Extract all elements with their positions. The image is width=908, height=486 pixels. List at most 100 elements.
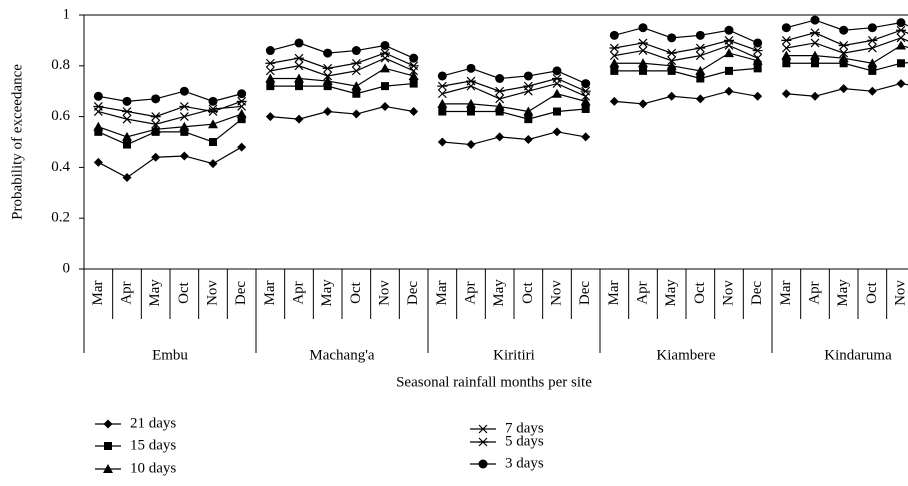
marker: [179, 86, 189, 96]
marker: [103, 419, 113, 429]
x-tick-label: Mar: [262, 281, 278, 306]
x-tick-label: Oct: [864, 281, 880, 303]
x-tick-label: Mar: [778, 281, 794, 306]
series-line: [442, 77, 586, 92]
series-line: [270, 67, 414, 87]
x-tick-label: Apr: [290, 281, 306, 304]
group-label: Kiambere: [656, 347, 715, 363]
marker: [781, 43, 791, 53]
series-line: [442, 93, 586, 113]
marker: [437, 89, 447, 99]
marker: [351, 109, 361, 119]
marker: [208, 107, 218, 116]
marker: [896, 25, 906, 35]
marker: [294, 73, 304, 83]
marker: [696, 74, 705, 83]
y-tick-label: 0.4: [51, 159, 70, 175]
group-label: Kindaruma: [824, 347, 892, 363]
legend-label: 10 days: [130, 460, 176, 476]
x-tick-label: Dec: [749, 281, 765, 305]
series-line: [786, 44, 908, 64]
marker: [695, 43, 706, 53]
marker: [180, 127, 189, 136]
marker: [896, 40, 906, 50]
marker: [122, 131, 132, 141]
marker: [408, 70, 419, 80]
marker: [695, 94, 705, 104]
marker: [810, 91, 820, 101]
x-tick-label: Apr: [118, 281, 134, 304]
series-line: [270, 52, 414, 69]
marker: [552, 66, 562, 76]
marker: [265, 58, 276, 68]
marker: [466, 140, 476, 150]
marker: [265, 73, 276, 83]
marker: [103, 464, 113, 473]
marker: [523, 71, 533, 81]
marker: [782, 59, 791, 68]
marker: [666, 48, 677, 58]
marker: [695, 51, 705, 61]
y-tick-label: 0.8: [51, 57, 70, 73]
marker: [409, 107, 419, 117]
marker: [208, 119, 218, 129]
marker: [351, 81, 362, 91]
series-line: [98, 118, 243, 146]
legend-label: 21 days: [130, 415, 176, 431]
x-tick-label: May: [835, 279, 851, 307]
marker: [638, 46, 648, 55]
marker: [638, 23, 648, 33]
marker: [323, 107, 333, 117]
marker: [478, 437, 488, 447]
marker: [610, 66, 619, 75]
marker: [810, 50, 820, 60]
marker: [495, 132, 505, 142]
series-line: [98, 113, 242, 138]
marker: [122, 173, 132, 183]
marker: [381, 82, 389, 91]
series-line: [786, 19, 908, 31]
marker: [323, 48, 333, 58]
x-tick-label: Mar: [606, 281, 622, 306]
marker: [151, 152, 161, 162]
marker: [209, 138, 217, 146]
marker: [265, 66, 275, 76]
x-tick-label: Mar: [434, 281, 450, 306]
marker: [839, 48, 849, 58]
marker: [94, 127, 103, 136]
marker: [466, 98, 476, 108]
marker: [179, 102, 190, 111]
marker: [123, 140, 131, 149]
marker: [294, 114, 304, 124]
x-tick-label: May: [319, 279, 335, 307]
marker: [151, 119, 161, 129]
marker: [380, 63, 390, 73]
marker: [437, 137, 447, 147]
marker: [322, 63, 333, 73]
marker: [581, 79, 591, 89]
x-tick-label: Dec: [233, 281, 249, 305]
series-line: [98, 105, 242, 125]
x-tick-label: Nov: [376, 280, 392, 306]
x-tick-label: Oct: [348, 281, 364, 303]
marker: [781, 23, 791, 33]
marker: [150, 112, 161, 122]
x-tick-label: Apr: [806, 281, 822, 304]
x-tick-label: May: [663, 279, 679, 307]
legend-label: 5 days: [505, 433, 544, 449]
marker: [122, 107, 132, 116]
marker: [409, 79, 418, 88]
marker: [752, 46, 763, 55]
marker: [208, 159, 218, 169]
x-tick-label: May: [147, 279, 163, 307]
marker: [638, 99, 648, 109]
series-line: [786, 82, 908, 97]
marker: [552, 127, 562, 137]
marker: [437, 81, 448, 91]
x-tick-label: Oct: [692, 281, 708, 303]
marker: [322, 76, 333, 86]
marker: [839, 59, 848, 68]
marker: [896, 79, 906, 89]
series-line: [614, 39, 758, 54]
series-line: [270, 82, 414, 95]
